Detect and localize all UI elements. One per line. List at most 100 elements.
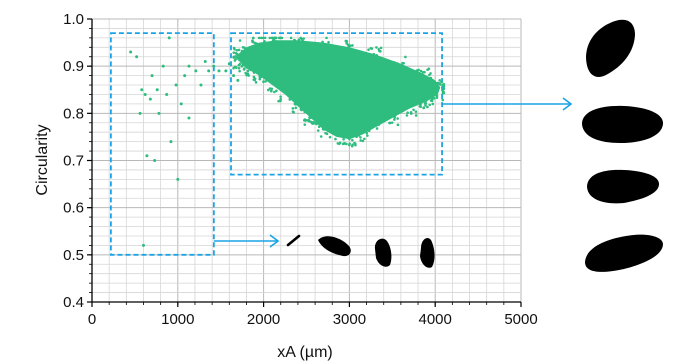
data-point	[359, 139, 362, 142]
data-point	[259, 36, 263, 40]
data-point	[370, 47, 374, 50]
data-point	[355, 135, 358, 139]
data-point	[324, 127, 328, 131]
data-point	[408, 101, 412, 104]
data-point	[246, 69, 250, 73]
data-point	[258, 69, 262, 73]
data-point	[428, 103, 432, 107]
data-point	[428, 80, 431, 83]
y-tick-label: 1.0	[63, 11, 84, 28]
data-point	[428, 96, 431, 99]
data-point	[251, 36, 255, 40]
data-point	[405, 114, 409, 117]
data-point	[257, 47, 261, 51]
data-point	[259, 43, 262, 47]
data-point	[442, 84, 446, 88]
data-point	[298, 40, 302, 44]
data-point	[246, 72, 250, 75]
data-point	[303, 123, 307, 126]
data-point	[249, 68, 252, 72]
data-point	[409, 110, 413, 114]
data-point	[375, 127, 379, 130]
data-point	[328, 135, 332, 139]
data-point	[207, 69, 211, 73]
data-point	[396, 62, 399, 65]
data-point	[422, 106, 426, 110]
data-point	[272, 45, 276, 48]
data-point	[348, 137, 351, 141]
data-point	[372, 52, 376, 56]
data-point	[441, 98, 445, 102]
data-point	[419, 100, 423, 104]
data-point	[338, 132, 342, 135]
data-point	[153, 159, 157, 162]
data-point	[418, 104, 422, 108]
x-axis-label: xA (µm)	[277, 344, 332, 361]
data-point	[346, 134, 349, 138]
data-point	[307, 119, 311, 123]
data-point	[138, 111, 142, 115]
data-point	[315, 122, 318, 126]
data-point	[235, 52, 239, 56]
data-point	[167, 36, 171, 40]
data-point	[280, 42, 284, 46]
data-point	[278, 41, 282, 44]
data-point	[425, 97, 429, 101]
data-point	[371, 124, 375, 127]
data-point	[238, 69, 241, 73]
data-point	[291, 41, 295, 44]
data-point	[297, 99, 300, 103]
data-point	[424, 95, 428, 99]
y-tick-label: 0.4	[63, 294, 84, 311]
data-point	[264, 80, 267, 83]
data-point	[344, 131, 347, 134]
data-point	[434, 82, 437, 85]
data-point	[203, 59, 207, 63]
data-point	[269, 89, 273, 93]
data-point	[300, 37, 304, 41]
data-point	[224, 69, 228, 73]
data-point	[235, 48, 239, 52]
data-point	[379, 46, 383, 50]
data-point	[273, 36, 276, 40]
arrow-small-box-head	[269, 234, 280, 248]
data-point	[345, 50, 349, 53]
data-point	[361, 139, 365, 143]
data-point	[232, 74, 236, 78]
data-point	[244, 71, 247, 75]
data-point	[393, 114, 397, 117]
data-point	[371, 121, 375, 124]
data-point	[354, 50, 357, 54]
data-point	[376, 58, 380, 62]
data-point	[414, 110, 418, 113]
data-point	[303, 110, 306, 114]
data-point	[406, 103, 410, 106]
shape-needle	[286, 234, 301, 247]
data-point	[429, 99, 433, 102]
data-point	[296, 40, 300, 43]
data-point	[301, 39, 305, 43]
data-point	[261, 44, 264, 48]
data-point	[388, 121, 391, 125]
data-point	[401, 109, 405, 113]
data-point	[387, 115, 390, 119]
data-point	[414, 114, 418, 117]
data-point	[325, 36, 328, 40]
data-point	[436, 87, 440, 91]
data-point	[232, 51, 236, 54]
data-point	[332, 131, 335, 134]
data-point	[240, 49, 244, 53]
data-point	[375, 46, 378, 49]
data-point	[135, 55, 139, 59]
data-point	[302, 104, 305, 107]
data-point	[294, 103, 298, 106]
data-point	[238, 62, 242, 66]
data-point	[237, 66, 241, 70]
data-point	[313, 116, 316, 120]
data-point	[275, 36, 278, 40]
data-point	[359, 136, 362, 139]
data-point	[321, 40, 324, 44]
data-point	[429, 72, 432, 75]
data-point	[244, 51, 247, 55]
shape-seed-top	[586, 19, 635, 77]
